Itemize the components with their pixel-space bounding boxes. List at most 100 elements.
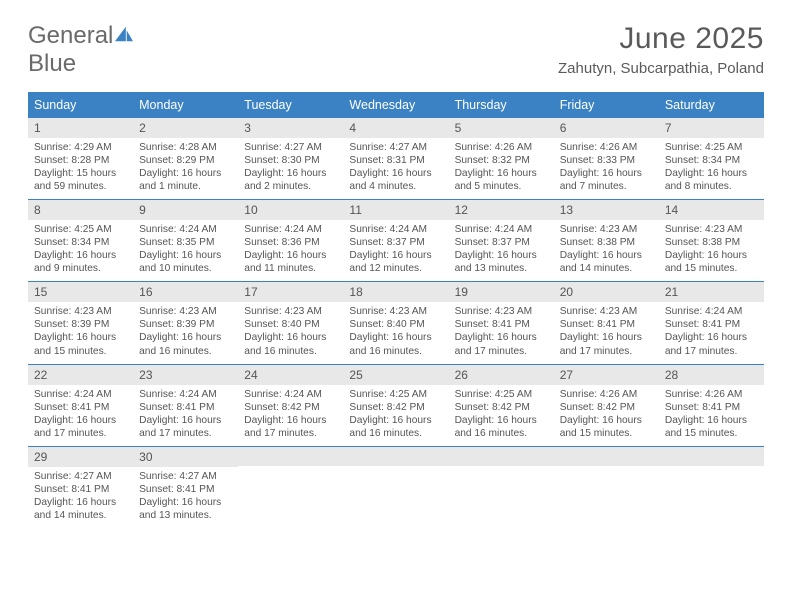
sunset-line: Sunset: 8:41 PM <box>139 401 232 414</box>
day-number: 14 <box>659 200 764 220</box>
day-header-row: SundayMondayTuesdayWednesdayThursdayFrid… <box>28 93 764 117</box>
day-number: 24 <box>238 365 343 385</box>
cell-body: Sunrise: 4:26 AMSunset: 8:33 PMDaylight:… <box>554 138 659 199</box>
calendar-week: 29Sunrise: 4:27 AMSunset: 8:41 PMDayligh… <box>28 446 764 528</box>
day-number <box>554 447 659 466</box>
sunset-line: Sunset: 8:38 PM <box>560 236 653 249</box>
sunset-line: Sunset: 8:40 PM <box>244 318 337 331</box>
day-number: 26 <box>449 365 554 385</box>
sunrise-line: Sunrise: 4:27 AM <box>349 141 442 154</box>
daylight-line: Daylight: 16 hours and 15 minutes. <box>665 249 758 275</box>
day-header: Tuesday <box>238 93 343 117</box>
cell-body: Sunrise: 4:27 AMSunset: 8:30 PMDaylight:… <box>238 138 343 199</box>
day-number: 5 <box>449 118 554 138</box>
calendar-cell: 6Sunrise: 4:26 AMSunset: 8:33 PMDaylight… <box>554 117 659 199</box>
calendar-cell: 24Sunrise: 4:24 AMSunset: 8:42 PMDayligh… <box>238 364 343 446</box>
sunrise-line: Sunrise: 4:24 AM <box>665 305 758 318</box>
sunrise-line: Sunrise: 4:23 AM <box>349 305 442 318</box>
calendar-cell: 2Sunrise: 4:28 AMSunset: 8:29 PMDaylight… <box>133 117 238 199</box>
sunset-line: Sunset: 8:42 PM <box>560 401 653 414</box>
cell-body: Sunrise: 4:24 AMSunset: 8:42 PMDaylight:… <box>238 385 343 446</box>
daylight-line: Daylight: 15 hours and 59 minutes. <box>34 167 127 193</box>
calendar-cell: 21Sunrise: 4:24 AMSunset: 8:41 PMDayligh… <box>659 281 764 363</box>
cell-body: Sunrise: 4:23 AMSunset: 8:39 PMDaylight:… <box>133 302 238 363</box>
logo-text-1: General <box>28 22 113 49</box>
calendar: SundayMondayTuesdayWednesdayThursdayFrid… <box>28 92 764 528</box>
calendar-cell: 30Sunrise: 4:27 AMSunset: 8:41 PMDayligh… <box>133 446 238 528</box>
sunset-line: Sunset: 8:36 PM <box>244 236 337 249</box>
calendar-cell: 19Sunrise: 4:23 AMSunset: 8:41 PMDayligh… <box>449 281 554 363</box>
calendar-cell <box>554 446 659 528</box>
sunset-line: Sunset: 8:42 PM <box>349 401 442 414</box>
sunset-line: Sunset: 8:34 PM <box>665 154 758 167</box>
sunset-line: Sunset: 8:39 PM <box>34 318 127 331</box>
sunrise-line: Sunrise: 4:23 AM <box>139 305 232 318</box>
sunset-line: Sunset: 8:41 PM <box>560 318 653 331</box>
daylight-line: Daylight: 16 hours and 16 minutes. <box>455 414 548 440</box>
calendar-week: 1Sunrise: 4:29 AMSunset: 8:28 PMDaylight… <box>28 117 764 199</box>
daylight-line: Daylight: 16 hours and 13 minutes. <box>139 496 232 522</box>
day-header: Thursday <box>449 93 554 117</box>
day-number: 18 <box>343 282 448 302</box>
day-number: 3 <box>238 118 343 138</box>
sunrise-line: Sunrise: 4:26 AM <box>560 388 653 401</box>
daylight-line: Daylight: 16 hours and 17 minutes. <box>139 414 232 440</box>
cell-body: Sunrise: 4:23 AMSunset: 8:41 PMDaylight:… <box>554 302 659 363</box>
daylight-line: Daylight: 16 hours and 17 minutes. <box>34 414 127 440</box>
daylight-line: Daylight: 16 hours and 9 minutes. <box>34 249 127 275</box>
sunset-line: Sunset: 8:30 PM <box>244 154 337 167</box>
calendar-cell: 28Sunrise: 4:26 AMSunset: 8:41 PMDayligh… <box>659 364 764 446</box>
daylight-line: Daylight: 16 hours and 17 minutes. <box>455 331 548 357</box>
calendar-cell <box>238 446 343 528</box>
daylight-line: Daylight: 16 hours and 14 minutes. <box>34 496 127 522</box>
cell-body <box>554 466 659 518</box>
calendar-cell: 25Sunrise: 4:25 AMSunset: 8:42 PMDayligh… <box>343 364 448 446</box>
daylight-line: Daylight: 16 hours and 4 minutes. <box>349 167 442 193</box>
calendar-cell: 13Sunrise: 4:23 AMSunset: 8:38 PMDayligh… <box>554 199 659 281</box>
day-number <box>238 447 343 466</box>
calendar-cell: 5Sunrise: 4:26 AMSunset: 8:32 PMDaylight… <box>449 117 554 199</box>
sunset-line: Sunset: 8:42 PM <box>455 401 548 414</box>
day-number <box>449 447 554 466</box>
calendar-week: 8Sunrise: 4:25 AMSunset: 8:34 PMDaylight… <box>28 199 764 281</box>
sunrise-line: Sunrise: 4:23 AM <box>560 223 653 236</box>
sunset-line: Sunset: 8:41 PM <box>455 318 548 331</box>
cell-body: Sunrise: 4:27 AMSunset: 8:41 PMDaylight:… <box>133 467 238 528</box>
daylight-line: Daylight: 16 hours and 17 minutes. <box>665 331 758 357</box>
day-number: 23 <box>133 365 238 385</box>
daylight-line: Daylight: 16 hours and 11 minutes. <box>244 249 337 275</box>
calendar-cell: 4Sunrise: 4:27 AMSunset: 8:31 PMDaylight… <box>343 117 448 199</box>
day-number: 12 <box>449 200 554 220</box>
calendar-week: 22Sunrise: 4:24 AMSunset: 8:41 PMDayligh… <box>28 364 764 446</box>
cell-body: Sunrise: 4:24 AMSunset: 8:41 PMDaylight:… <box>133 385 238 446</box>
day-number: 16 <box>133 282 238 302</box>
sunset-line: Sunset: 8:37 PM <box>349 236 442 249</box>
daylight-line: Daylight: 16 hours and 12 minutes. <box>349 249 442 275</box>
sunrise-line: Sunrise: 4:25 AM <box>34 223 127 236</box>
cell-body: Sunrise: 4:23 AMSunset: 8:40 PMDaylight:… <box>238 302 343 363</box>
sunset-line: Sunset: 8:41 PM <box>139 483 232 496</box>
calendar-week: 15Sunrise: 4:23 AMSunset: 8:39 PMDayligh… <box>28 281 764 363</box>
sunset-line: Sunset: 8:41 PM <box>34 401 127 414</box>
calendar-cell: 29Sunrise: 4:27 AMSunset: 8:41 PMDayligh… <box>28 446 133 528</box>
cell-body <box>238 466 343 518</box>
calendar-cell: 11Sunrise: 4:24 AMSunset: 8:37 PMDayligh… <box>343 199 448 281</box>
day-number: 17 <box>238 282 343 302</box>
daylight-line: Daylight: 16 hours and 17 minutes. <box>560 331 653 357</box>
calendar-cell: 26Sunrise: 4:25 AMSunset: 8:42 PMDayligh… <box>449 364 554 446</box>
daylight-line: Daylight: 16 hours and 1 minute. <box>139 167 232 193</box>
sunset-line: Sunset: 8:41 PM <box>665 318 758 331</box>
day-number: 30 <box>133 447 238 467</box>
cell-body: Sunrise: 4:25 AMSunset: 8:42 PMDaylight:… <box>449 385 554 446</box>
day-number: 11 <box>343 200 448 220</box>
sunset-line: Sunset: 8:28 PM <box>34 154 127 167</box>
sunset-line: Sunset: 8:38 PM <box>665 236 758 249</box>
cell-body: Sunrise: 4:25 AMSunset: 8:34 PMDaylight:… <box>28 220 133 281</box>
sunset-line: Sunset: 8:41 PM <box>34 483 127 496</box>
sunrise-line: Sunrise: 4:27 AM <box>244 141 337 154</box>
month-title: June 2025 <box>558 22 764 56</box>
calendar-cell: 7Sunrise: 4:25 AMSunset: 8:34 PMDaylight… <box>659 117 764 199</box>
sunrise-line: Sunrise: 4:26 AM <box>665 388 758 401</box>
daylight-line: Daylight: 16 hours and 16 minutes. <box>349 414 442 440</box>
cell-body: Sunrise: 4:23 AMSunset: 8:38 PMDaylight:… <box>659 220 764 281</box>
